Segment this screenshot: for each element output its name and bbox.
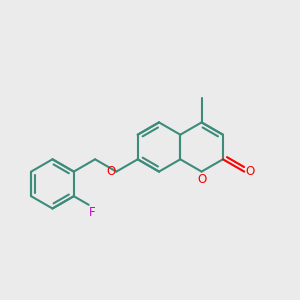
- Text: F: F: [89, 206, 96, 219]
- Text: O: O: [245, 165, 254, 178]
- Text: O: O: [106, 165, 116, 178]
- Text: O: O: [197, 173, 206, 186]
